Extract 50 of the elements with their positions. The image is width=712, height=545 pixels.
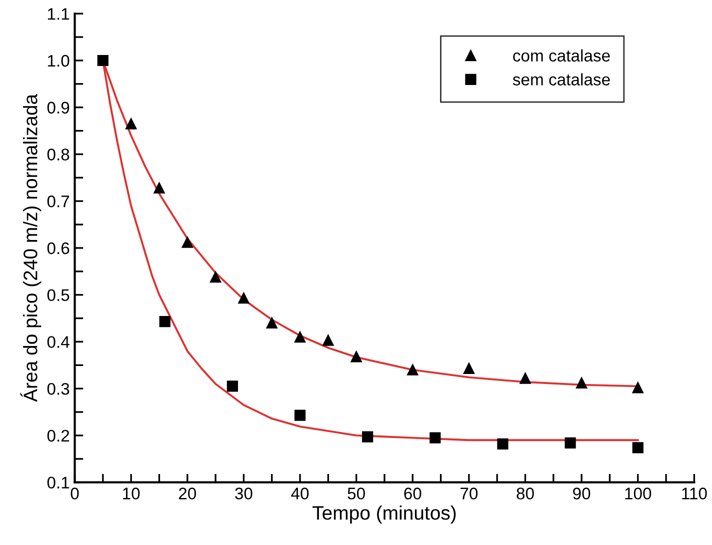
- legend-label: sem catalase: [512, 73, 610, 86]
- y-tick-label: 0.4: [47, 336, 70, 348]
- point: [520, 372, 531, 384]
- point: [407, 364, 418, 376]
- x-tick-label: 70: [460, 488, 478, 500]
- point: [632, 382, 644, 394]
- point: [632, 442, 644, 454]
- y-tick-label: 0.3: [47, 382, 70, 395]
- point: [97, 54, 108, 66]
- y-tick-label: 0.7: [47, 196, 70, 208]
- point: [294, 331, 306, 343]
- y-tick-label: 0.5: [47, 289, 70, 302]
- y-tick-label: 0.9: [47, 102, 70, 114]
- point: [463, 362, 475, 374]
- y-tick-label: 0.6: [47, 242, 70, 254]
- point: [576, 377, 588, 389]
- point: [159, 316, 170, 328]
- y-tick-label: 0.2: [47, 430, 70, 442]
- legend-label: com catalase: [513, 49, 610, 62]
- point: [210, 271, 222, 283]
- x-tick-label: 40: [291, 488, 309, 500]
- point: [154, 182, 165, 194]
- y-tick-label: 1.1: [48, 8, 70, 20]
- y-tick-label: 1.0: [48, 54, 70, 67]
- x-tick-label: 0: [70, 488, 79, 500]
- x-tick-label: 30: [235, 488, 252, 500]
- point: [126, 118, 137, 130]
- point: [238, 292, 250, 304]
- point: [497, 438, 508, 450]
- x-tick-label: 110: [682, 488, 707, 500]
- y-tick-label: 0.8: [47, 148, 70, 160]
- point: [266, 317, 278, 329]
- point: [430, 432, 441, 444]
- point: [322, 334, 334, 346]
- x-tick-label: 60: [404, 488, 422, 500]
- x-axis-title: Tempo (minutos): [312, 506, 456, 524]
- point: [350, 351, 362, 362]
- point: [362, 431, 374, 442]
- y-tick-label: 0.1: [47, 476, 70, 489]
- point: [294, 410, 306, 421]
- x-tick-label: 50: [348, 488, 365, 500]
- x-tick-label: 20: [178, 488, 196, 500]
- x-tick-label: 100: [625, 488, 652, 500]
- x-tick-label: 80: [516, 488, 534, 500]
- point: [182, 236, 193, 248]
- x-tick-label: 90: [573, 488, 590, 500]
- x-tick-label: 10: [123, 488, 140, 500]
- point: [226, 380, 238, 392]
- y-axis-title: Área do pico (240 m/z) normalizada: [20, 94, 42, 402]
- point: [564, 437, 576, 449]
